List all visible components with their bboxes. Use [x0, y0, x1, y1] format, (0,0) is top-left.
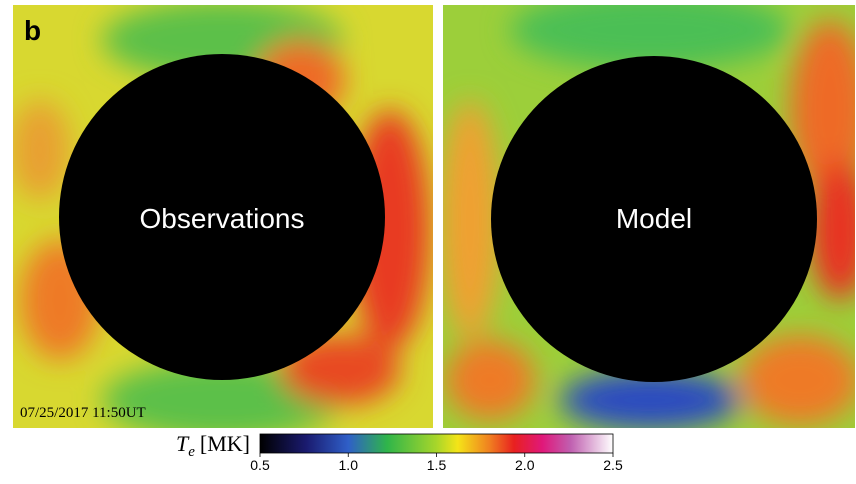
- panel-title: Model: [616, 203, 692, 234]
- colorbar-label: Te[MK]: [176, 431, 250, 460]
- tick-label: 0.5: [250, 457, 270, 473]
- colorbar: [260, 434, 613, 453]
- tick-label: 2.5: [603, 457, 623, 473]
- timestamp: 07/25/2017 11:50UT: [20, 405, 146, 421]
- panel-label: b: [24, 15, 41, 46]
- unit: [MK]: [200, 431, 250, 456]
- tick-label: 2.0: [515, 457, 535, 473]
- panel-title: Observations: [140, 203, 305, 234]
- figure: b Observations Model 07/25/2017 11:50UT …: [0, 0, 856, 484]
- subscript: e: [188, 444, 195, 460]
- tick-label: 1.5: [427, 457, 447, 473]
- tick-label: 1.0: [339, 457, 359, 473]
